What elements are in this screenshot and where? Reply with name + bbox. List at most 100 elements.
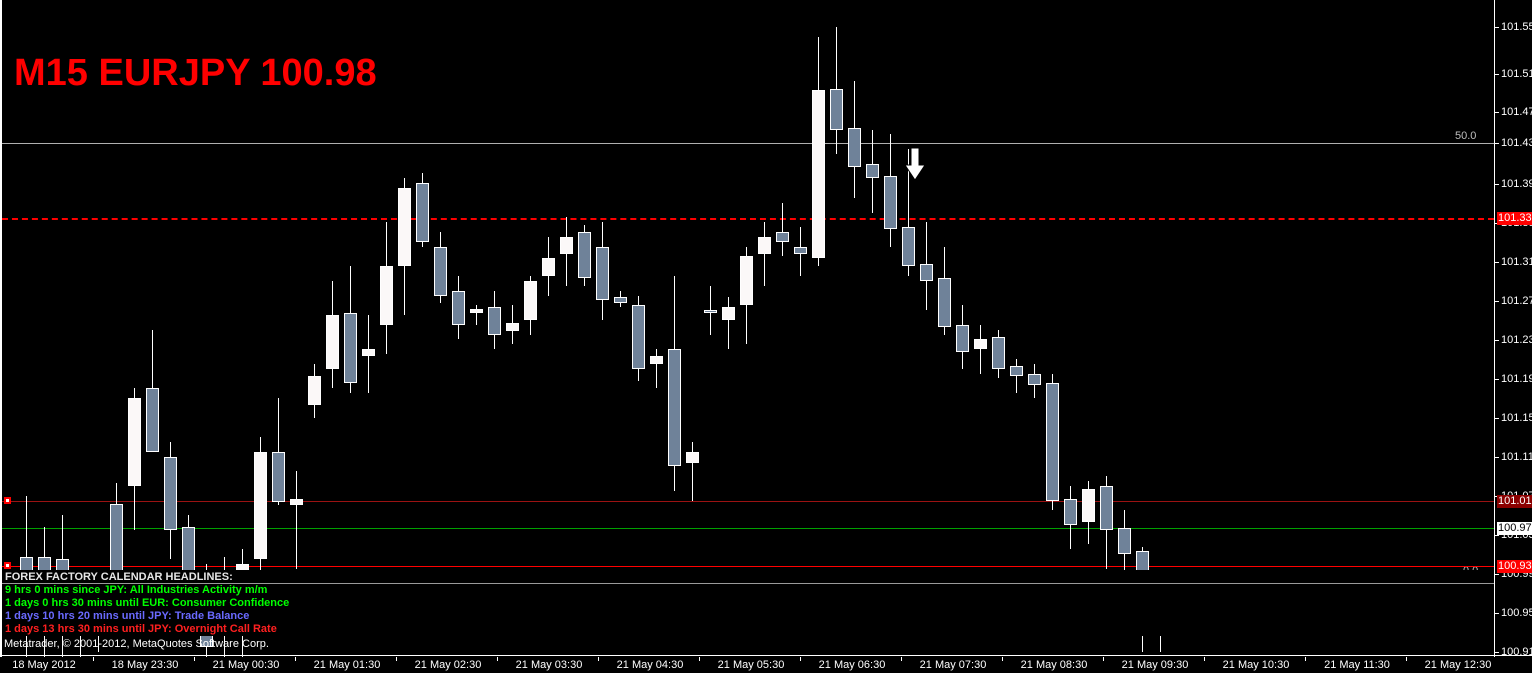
price-tick-dash <box>1495 142 1499 144</box>
time-tick-label: 21 May 11:30 <box>1324 659 1390 671</box>
candlestick-series <box>20 27 1185 662</box>
price-tick-label: 101.195 <box>1495 373 1532 385</box>
mid-level-marker[interactable]: 100.978 <box>1497 522 1532 535</box>
candle-body-bullish <box>290 498 303 506</box>
candle-body-bearish <box>434 246 447 296</box>
chart-border-left <box>0 0 2 657</box>
price-tick-dash <box>1495 573 1499 575</box>
candle-wick <box>908 149 909 276</box>
candle-wick <box>98 622 99 652</box>
time-tick-label: 21 May 04:30 <box>616 659 684 671</box>
price-tick-text: 100.915 <box>1501 646 1532 658</box>
time-tick-label: 21 May 05:30 <box>717 659 785 671</box>
price-tick-label: 101.235 <box>1495 334 1532 346</box>
candle-body-bullish <box>740 256 753 306</box>
candle-body-bearish <box>416 183 429 242</box>
stop-line[interactable] <box>2 566 1494 567</box>
candle-wick <box>476 305 477 325</box>
price-tick-label: 101.555 <box>1495 21 1532 33</box>
news-item-list: 9 hrs 0 mins since JPY: All Industries A… <box>2 584 1494 636</box>
copyright-text: Metatrader, © 2001-2012, MetaQuotes Soft… <box>4 638 269 650</box>
price-axis[interactable]: 101.555 101.515 101.475 101.435 101.395 101.3… <box>1495 0 1532 658</box>
candle-body-bullish <box>1082 488 1095 523</box>
candle-body-bullish <box>380 266 393 325</box>
time-tick-label: 21 May 10:30 <box>1222 659 1290 671</box>
time-tick-separator <box>396 657 397 661</box>
fib-50-line[interactable] <box>2 143 1494 144</box>
price-tick-text: 101.315 <box>1501 256 1532 268</box>
candle-body-bearish <box>992 336 1005 369</box>
chart-border-bottom <box>0 655 1532 656</box>
candle-body-bearish <box>272 451 285 503</box>
candle-body-bearish <box>1028 373 1041 386</box>
price-tick-dash <box>1495 339 1499 341</box>
time-tick-separator <box>1002 657 1003 661</box>
candle-body-bearish <box>488 307 501 335</box>
bid-line[interactable] <box>2 218 1494 220</box>
price-tick-text: 101.395 <box>1501 178 1532 190</box>
time-tick-separator <box>93 657 94 661</box>
price-line-handle-1[interactable] <box>4 497 11 504</box>
news-item: 9 hrs 0 mins since JPY: All Industries A… <box>5 584 268 596</box>
candle-body-bearish <box>1046 383 1059 501</box>
time-tick-separator <box>598 657 599 661</box>
candle-body-bearish <box>938 277 951 327</box>
chart-border-right <box>1494 0 1495 657</box>
resistance-line[interactable] <box>2 501 1494 502</box>
time-tick-label: 18 May 23:30 <box>111 659 179 671</box>
price-tick-label: 101.275 <box>1495 295 1532 307</box>
candle-body-bearish <box>848 127 861 167</box>
candle-body-bearish <box>668 349 681 467</box>
news-item: 1 days 0 hrs 30 mins until EUR: Consumer… <box>5 597 290 609</box>
candle-wick <box>1016 358 1017 394</box>
price-tick-label: 101.435 <box>1495 137 1532 149</box>
candle-body-bearish <box>830 88 843 130</box>
candle-body-bullish <box>974 339 987 350</box>
candle-body-bearish <box>704 310 717 314</box>
price-tick-dash <box>1495 111 1499 113</box>
price-tick-text: 101.115 <box>1501 451 1532 463</box>
sell-signal-arrow <box>903 147 927 182</box>
upper-level-marker[interactable]: 101.010 <box>1497 495 1532 508</box>
price-tick-label: 101.155 <box>1495 412 1532 424</box>
time-tick-label: 21 May 01:30 <box>313 659 381 671</box>
time-tick-label: 21 May 00:30 <box>212 659 280 671</box>
support-line[interactable] <box>2 528 1494 529</box>
candle-body-bearish <box>866 163 879 179</box>
time-tick-label: 21 May 07:30 <box>919 659 987 671</box>
price-line-handle-2[interactable] <box>4 562 11 569</box>
news-item: 1 days 10 hrs 20 mins until JPY: Trade B… <box>5 610 250 622</box>
candle-body-bearish <box>1010 365 1023 376</box>
time-tick-separator <box>1103 657 1104 661</box>
candle-wick <box>782 202 783 257</box>
candle-body-bearish <box>776 232 789 242</box>
candle-body-bearish <box>1118 527 1131 555</box>
price-tick-label: 101.115 <box>1495 451 1532 463</box>
page-title: M15 EURJPY 100.98 <box>14 52 377 94</box>
candle-body-bearish <box>956 324 969 353</box>
candle-body-bullish <box>686 451 699 464</box>
candle-body-bearish <box>1064 498 1077 525</box>
time-tick-separator <box>1305 657 1306 661</box>
time-tick-label: 21 May 09:30 <box>1121 659 1189 671</box>
price-tick-label: 100.915 <box>1495 646 1532 658</box>
bid-price-marker[interactable]: 101.337 <box>1497 212 1532 225</box>
candle-body-bullish <box>362 349 375 357</box>
price-tick-dash <box>1495 612 1499 614</box>
price-tick-label: 101.395 <box>1495 178 1532 190</box>
candle-body-bullish <box>128 398 141 486</box>
time-tick-separator <box>194 657 195 661</box>
news-panel-header: FOREX FACTORY CALENDAR HEADLINES: <box>2 570 1494 584</box>
price-tick-label: 101.315 <box>1495 256 1532 268</box>
price-tick-text: 101.275 <box>1501 295 1532 307</box>
time-tick-separator <box>1204 657 1205 661</box>
price-tick-dash <box>1495 456 1499 458</box>
lower-level-marker[interactable]: 100.933 <box>1497 560 1532 573</box>
fib-50-line-label: 50.0 <box>1455 130 1477 142</box>
time-axis[interactable]: 18 May 2012 18 May 23:30 21 May 00:30 21 Ma… <box>0 657 1532 673</box>
price-tick-text: 101.515 <box>1501 68 1532 80</box>
candle-wick <box>980 324 981 374</box>
price-tick-text: 101.435 <box>1501 137 1532 149</box>
price-tick-text: 101.555 <box>1501 21 1532 33</box>
